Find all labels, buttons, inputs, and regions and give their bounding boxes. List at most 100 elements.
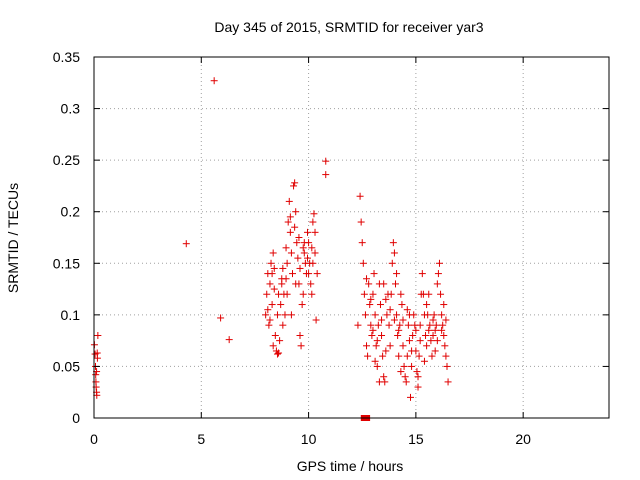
y-tick-label: 0.2 [61,204,81,220]
data-point [382,295,390,303]
data-point [412,326,420,334]
data-point [370,270,378,278]
data-point [295,234,303,241]
data-point [294,254,302,262]
data-point [363,275,371,283]
data-point [429,331,437,339]
x-tick-label: 0 [90,431,98,447]
data-point [300,239,308,247]
data-point [293,239,301,247]
data-point [427,337,435,345]
data-point [385,321,393,329]
data-point [369,326,377,334]
data-point [399,342,407,350]
data-point [304,254,312,262]
x-tick-label: 10 [301,431,317,447]
data-point [304,228,312,236]
data-point [440,331,448,339]
data-point [357,218,365,226]
data-point [265,321,273,329]
data-point [94,331,102,339]
data-point [400,362,408,370]
data-point [386,342,394,350]
data-point [275,349,283,357]
data-point [311,249,319,257]
data-point [268,301,276,309]
data-point [356,192,364,200]
data-point [354,321,362,329]
data-point [287,249,295,257]
data-point [210,77,218,85]
chart-title: Day 345 of 2015, SRMTID for receiver yar… [214,19,483,35]
data-point [432,321,440,329]
data-point [390,249,398,257]
y-tick-label: 0.05 [53,358,80,374]
data-point [361,311,369,319]
data-point [425,290,433,298]
data-point [414,383,422,391]
data-point [428,352,436,360]
data-point [423,301,431,309]
data-point [279,321,287,329]
data-point [273,311,281,319]
data-point [292,208,300,216]
x-tick-label: 5 [197,431,205,447]
data-point [433,280,441,288]
data-point [383,311,391,319]
data-point [380,280,388,288]
data-point [283,259,291,267]
data-point [375,378,383,386]
data-point [309,218,317,226]
data-point [399,316,407,324]
data-point [414,373,422,381]
data-point [373,337,381,345]
data-point [360,290,368,298]
data-point [368,331,376,339]
data-point [299,244,307,252]
data-point [277,301,285,309]
data-point [371,357,379,365]
data-point [359,259,367,267]
data-point [278,275,286,283]
data-point [298,301,306,309]
y-axis-label: SRMTID / TECUs [5,183,21,293]
data-point [396,321,404,329]
data-point [431,347,439,355]
data-point [270,264,278,272]
data-point [415,352,423,360]
data-point [413,368,421,376]
data-point [93,354,101,362]
data-point [387,290,395,298]
grid [94,57,609,418]
data-point [402,378,410,386]
data-point [425,326,433,334]
data-point [369,290,377,298]
data-point [437,290,445,298]
data-point [374,321,382,329]
data-point [270,285,278,293]
data-point [405,337,413,345]
data-point [269,249,277,257]
data-point [409,331,417,339]
data-point [299,290,307,298]
data-point [394,331,402,339]
data-point [371,311,379,319]
data-point [390,316,398,324]
data-point [310,210,318,218]
data-point [393,270,401,278]
data-point [372,342,380,350]
data-point [404,321,412,329]
data-point [288,270,296,278]
data-point [217,314,225,322]
data-point [438,311,446,319]
data-point [422,331,430,339]
data-point [275,290,283,298]
y-tick-label: 0 [72,410,80,426]
axis-ticks [93,56,609,419]
data-point [266,316,274,324]
data-point [397,368,405,376]
data-point [271,331,279,339]
data-point [439,321,447,329]
data-point [285,197,293,205]
data-point [365,280,373,288]
